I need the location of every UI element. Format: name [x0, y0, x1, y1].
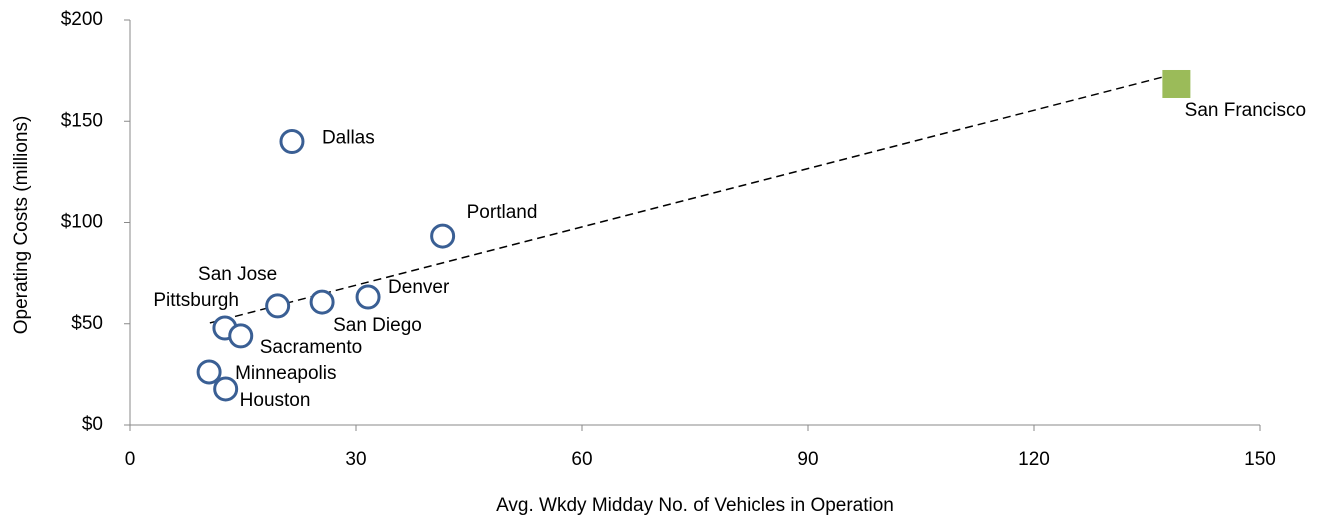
- x-tick-label: 60: [571, 449, 592, 470]
- marker: [1162, 69, 1191, 98]
- marker: [355, 284, 381, 310]
- x-tick-label: 30: [345, 449, 366, 470]
- point-label: Pittsburgh: [153, 290, 239, 311]
- point-label: Denver: [388, 277, 450, 298]
- point-label: Minneapolis: [235, 363, 336, 384]
- point-label: Sacramento: [260, 337, 362, 358]
- point-label: Dallas: [322, 128, 375, 149]
- y-axis-title: Operating Costs (millions): [11, 116, 32, 335]
- x-tick-label: 0: [125, 449, 136, 470]
- x-tick-label: 90: [797, 449, 818, 470]
- trendline: [209, 69, 1191, 324]
- x-tick-label: 120: [1018, 449, 1050, 470]
- marker: [279, 129, 305, 154]
- marker: [228, 323, 254, 349]
- point-label: San Francisco: [1185, 100, 1306, 121]
- marker: [196, 359, 222, 385]
- point-label: San Jose: [198, 264, 277, 285]
- y-tick-label: $100: [61, 212, 103, 233]
- y-tick-label: $200: [61, 9, 103, 30]
- point-label: San Diego: [333, 315, 422, 336]
- y-tick-label: $150: [61, 110, 103, 131]
- x-tick-label: 150: [1244, 449, 1276, 470]
- y-tick-label: $50: [71, 313, 103, 334]
- marker: [213, 376, 239, 402]
- marker: [430, 223, 456, 249]
- marker: [265, 293, 291, 319]
- x-axis-title: Avg. Wkdy Midday No. of Vehicles in Oper…: [496, 495, 894, 516]
- y-tick-label: $0: [82, 414, 103, 435]
- point-label: Houston: [240, 390, 311, 411]
- marker: [309, 289, 335, 315]
- point-label: Portland: [467, 202, 538, 223]
